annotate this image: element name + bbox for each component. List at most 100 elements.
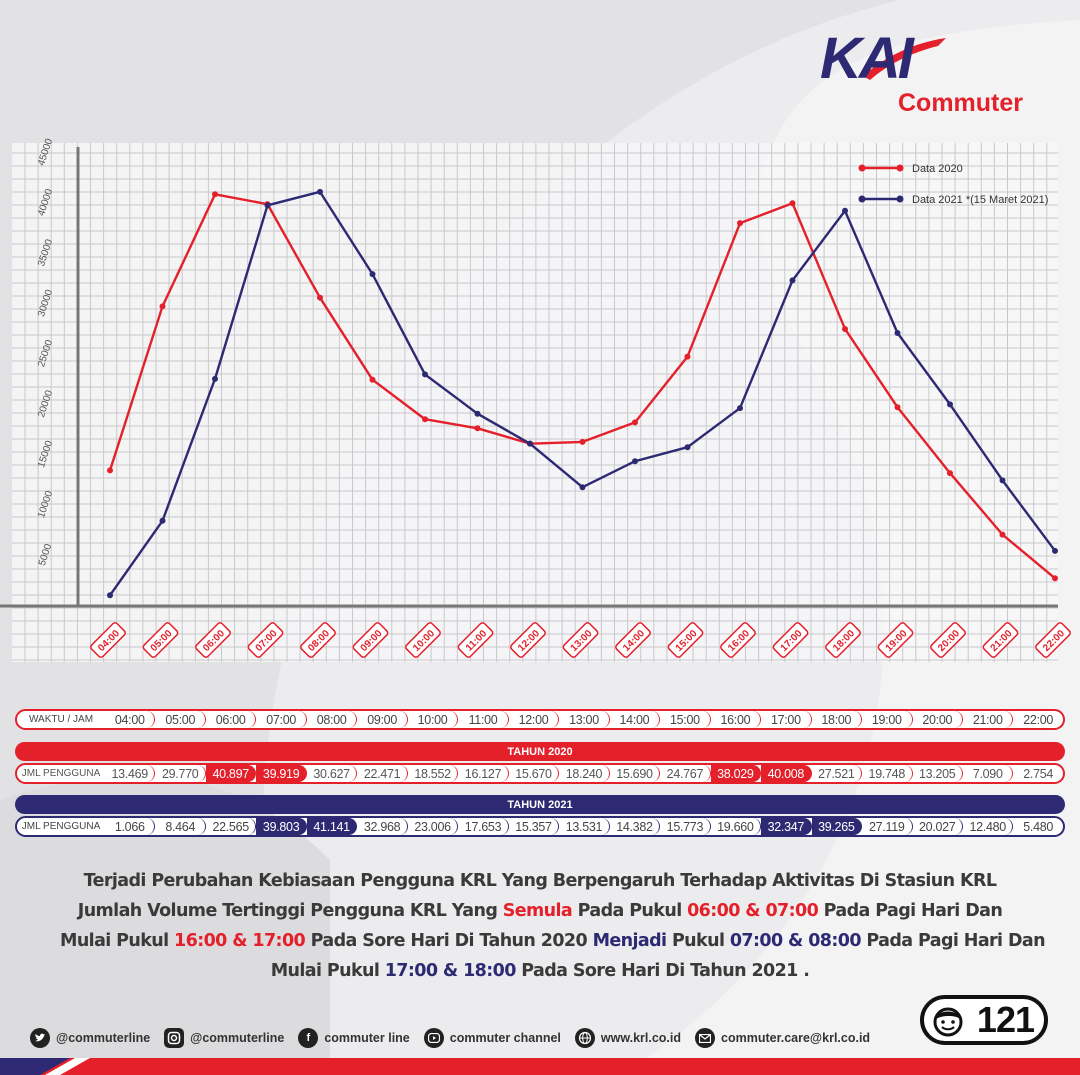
row-2021-cell: 32.347 <box>761 818 812 835</box>
data-point-1 <box>317 188 323 195</box>
instagram-link[interactable]: @commuterline <box>164 1028 284 1048</box>
caption-text: Terjadi Perubahan Kebiasaan Pengguna KRL… <box>60 866 1046 986</box>
row-time-cell: 12:00 <box>509 711 560 728</box>
x-tick-badge <box>142 622 179 658</box>
row-2020-cell: 13.205 <box>913 765 963 782</box>
data-point-1 <box>737 405 743 412</box>
year-2021-header: TAHUN 2021 <box>15 795 1065 814</box>
data-point-0 <box>212 191 218 198</box>
data-point-0 <box>947 470 953 477</box>
row-2020-cell: 13.469 <box>105 765 156 782</box>
row-2020-cell: 2.754 <box>1023 766 1054 781</box>
data-point-0 <box>107 467 113 474</box>
data-point-1 <box>842 207 848 214</box>
x-tick: 11:00 <box>457 622 494 658</box>
row-time-cell: 17:00 <box>761 711 812 728</box>
facebook-link[interactable]: f commuter line <box>298 1028 410 1048</box>
logo-swoosh-icon <box>863 38 946 80</box>
row-2021-cell: 15.773 <box>660 818 711 835</box>
x-tick-badge <box>825 622 861 658</box>
data-point-1 <box>894 330 901 337</box>
data-point-0 <box>999 531 1006 538</box>
social-footer: @commuterline @commuterline f commuter l… <box>30 1024 870 1052</box>
kai-commuter-logo: KAI Commuter <box>810 28 1050 123</box>
row-time-cell: 21:00 <box>963 711 1014 728</box>
hotline-number: 121 <box>976 999 1035 1040</box>
row-time-cell: 18:00 <box>812 711 863 728</box>
row-2021-cell: 8.464 <box>155 818 206 835</box>
row-2020-cell: 27.521 <box>812 765 863 782</box>
data-point-0 <box>369 376 376 383</box>
x-tick-badge <box>510 622 546 658</box>
row-time-cell: 19:00 <box>862 711 913 728</box>
youtube-link[interactable]: commuter channel <box>423 1028 561 1048</box>
row-2020-cell: 18.240 <box>559 765 610 782</box>
row-2021-cell: 15.357 <box>509 818 560 835</box>
youtube-handle: commuter channel <box>449 1031 561 1045</box>
row-2021-cell: 5.480 <box>1023 819 1054 834</box>
x-tick-badge <box>247 622 284 658</box>
x-tick-badge <box>772 622 809 658</box>
row-2021-cell: 41.141 <box>306 818 358 835</box>
email-link[interactable]: commuter.care@krl.co.id <box>695 1028 870 1048</box>
data-point-1 <box>422 371 428 378</box>
chart-series <box>107 188 1058 599</box>
youtube-icon <box>423 1028 444 1048</box>
data-point-1 <box>947 401 953 408</box>
legend-swatch-dot <box>858 164 866 172</box>
x-tick-badge <box>930 622 966 658</box>
data-point-1 <box>789 277 796 284</box>
x-tick-badge <box>300 622 336 658</box>
row-time-cell: 04:00 <box>105 711 156 728</box>
website-url: www.krl.co.id <box>600 1031 681 1045</box>
row-2020-cell: 39.919 <box>256 765 307 782</box>
row-2021-cell: 20.027 <box>913 818 963 835</box>
users-2021-label: JML PENGGUNA <box>21 821 101 832</box>
x-tick-badge <box>352 622 389 658</box>
x-tick-badge <box>457 622 494 658</box>
data-point-0 <box>474 425 481 432</box>
data-point-1 <box>999 477 1006 484</box>
row-time-cell: 08:00 <box>307 711 358 728</box>
row-2020-cell: 15.670 <box>509 765 560 782</box>
data-point-1 <box>579 484 586 491</box>
row-time-cell: 20:00 <box>913 711 963 728</box>
row-2021-cell: 23.006 <box>408 818 459 835</box>
x-tick-badge <box>982 622 1019 658</box>
facebook-icon: f <box>298 1028 319 1048</box>
data-point-1 <box>212 375 218 382</box>
data-point-0 <box>1052 575 1058 582</box>
data-point-1 <box>369 271 376 278</box>
row-2020-cell: 38.029 <box>710 765 762 782</box>
row-time-cell: 13:00 <box>559 711 610 728</box>
website-link[interactable]: www.krl.co.id <box>574 1028 681 1048</box>
row-2021-cell: 17.653 <box>458 818 509 835</box>
year-2020-header: TAHUN 2020 <box>15 742 1065 761</box>
row-time-cell: 16:00 <box>711 711 762 728</box>
data-point-1 <box>632 458 638 465</box>
x-tick-badge <box>90 622 126 658</box>
twitter-handle: @commuterline <box>56 1031 151 1045</box>
row-2020-cell: 16.127 <box>458 765 509 782</box>
x-tick-badge <box>195 622 231 658</box>
row-time-cell: 22:00 <box>1023 712 1054 727</box>
caption-line-3: Mulai Pukul 16:00 & 17:00 Pada Sore Hari… <box>60 931 1046 951</box>
row-2021-cell: 12.480 <box>963 818 1014 835</box>
instagram-handle: @commuterline <box>190 1031 285 1045</box>
caption-line-4: Mulai Pukul 17:00 & 18:00 Pada Sore Hari… <box>270 961 810 981</box>
data-point-1 <box>527 440 533 447</box>
data-point-1 <box>474 410 481 417</box>
row-time-cell: 10:00 <box>408 711 459 728</box>
chart-legend: Data 2020 Data 2021 *(15 Maret 2021) <box>858 163 1048 206</box>
email-address: commuter.care@krl.co.id <box>721 1031 871 1045</box>
instagram-icon <box>164 1028 185 1048</box>
row-2020-cell: 40.897 <box>205 765 257 782</box>
twitter-link[interactable]: @commuterline <box>30 1028 150 1048</box>
x-tick: 08:00 <box>300 622 336 658</box>
data-point-0 <box>317 294 323 301</box>
data-point-1 <box>684 444 691 451</box>
row-2021-cell: 19.660 <box>711 818 762 835</box>
x-tick-badge <box>877 622 914 658</box>
x-tick-badge <box>667 622 704 658</box>
row-2020-cell: 19.748 <box>862 765 913 782</box>
